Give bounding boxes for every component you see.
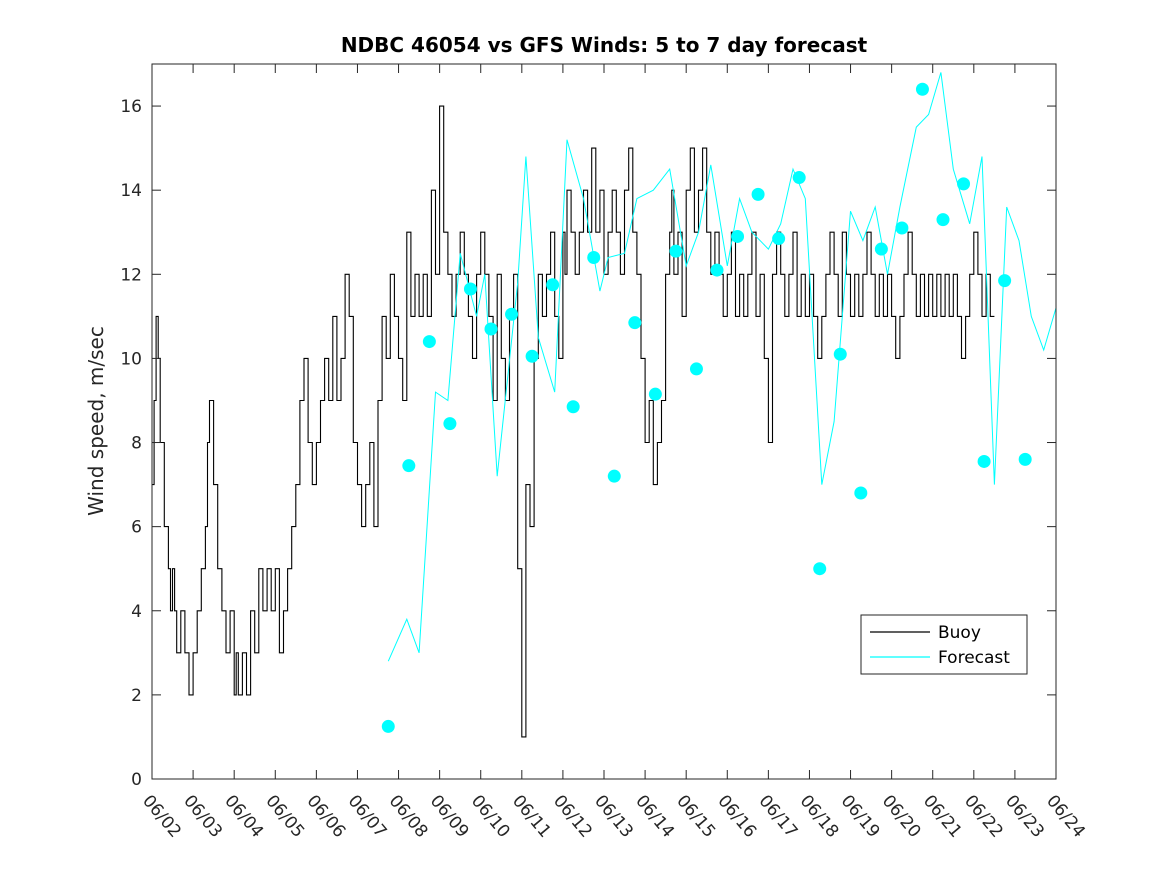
forecast-marker <box>813 562 827 576</box>
buoy-line <box>152 105 995 738</box>
y-tick-label: 4 <box>131 602 142 622</box>
legend-box <box>860 614 1028 675</box>
forecast-marker <box>546 278 560 292</box>
forecast-marker <box>731 229 745 243</box>
forecast-marker <box>463 282 477 296</box>
forecast-marker <box>1018 452 1032 466</box>
forecast-marker <box>669 244 683 258</box>
forecast-marker <box>607 469 621 483</box>
y-tick-label: 2 <box>131 686 142 706</box>
y-axis-label: Wind speed, m/sec <box>84 326 108 516</box>
forecast-marker <box>895 221 909 235</box>
forecast-marker <box>874 242 888 256</box>
y-tick-label: 6 <box>131 518 142 538</box>
forecast-marker <box>854 486 868 500</box>
forecast-markers <box>381 82 1032 733</box>
forecast-marker <box>422 335 436 349</box>
y-tick-label: 8 <box>131 434 142 454</box>
y-axis-ticks: 0 2 4 6 8 10 12 14 16 <box>120 97 1056 790</box>
forecast-marker <box>443 417 457 431</box>
forecast-marker <box>525 349 539 363</box>
y-tick-label: 10 <box>120 349 142 369</box>
legend-forecast-label: Forecast <box>938 648 1010 668</box>
y-tick-label: 0 <box>131 770 142 790</box>
forecast-marker <box>998 274 1012 288</box>
y-tick-label: 16 <box>120 97 142 117</box>
forecast-marker <box>648 387 662 401</box>
forecast-marker <box>792 171 806 185</box>
legend: Buoy Forecast <box>860 614 1028 675</box>
forecast-marker <box>381 719 395 733</box>
forecast-marker <box>689 362 703 376</box>
forecast-marker <box>587 250 601 264</box>
forecast-marker <box>402 459 416 473</box>
forecast-marker <box>915 82 929 96</box>
forecast-marker <box>710 263 724 277</box>
forecast-marker <box>957 177 971 191</box>
forecast-marker <box>833 347 847 361</box>
legend-buoy-label: Buoy <box>938 623 981 643</box>
forecast-marker <box>484 322 498 336</box>
plot-area <box>152 72 1057 738</box>
forecast-marker <box>751 187 765 201</box>
y-tick-label: 12 <box>120 265 142 285</box>
buoy-series <box>152 105 995 738</box>
forecast-marker <box>628 316 642 330</box>
forecast-marker <box>977 454 991 468</box>
forecast-marker <box>936 213 950 227</box>
forecast-marker <box>566 400 580 414</box>
y-tick-label: 14 <box>120 181 142 201</box>
forecast-marker <box>505 307 519 321</box>
forecast-marker <box>772 232 786 246</box>
chart-title: NDBC 46054 vs GFS Winds: 5 to 7 day fore… <box>341 33 868 57</box>
